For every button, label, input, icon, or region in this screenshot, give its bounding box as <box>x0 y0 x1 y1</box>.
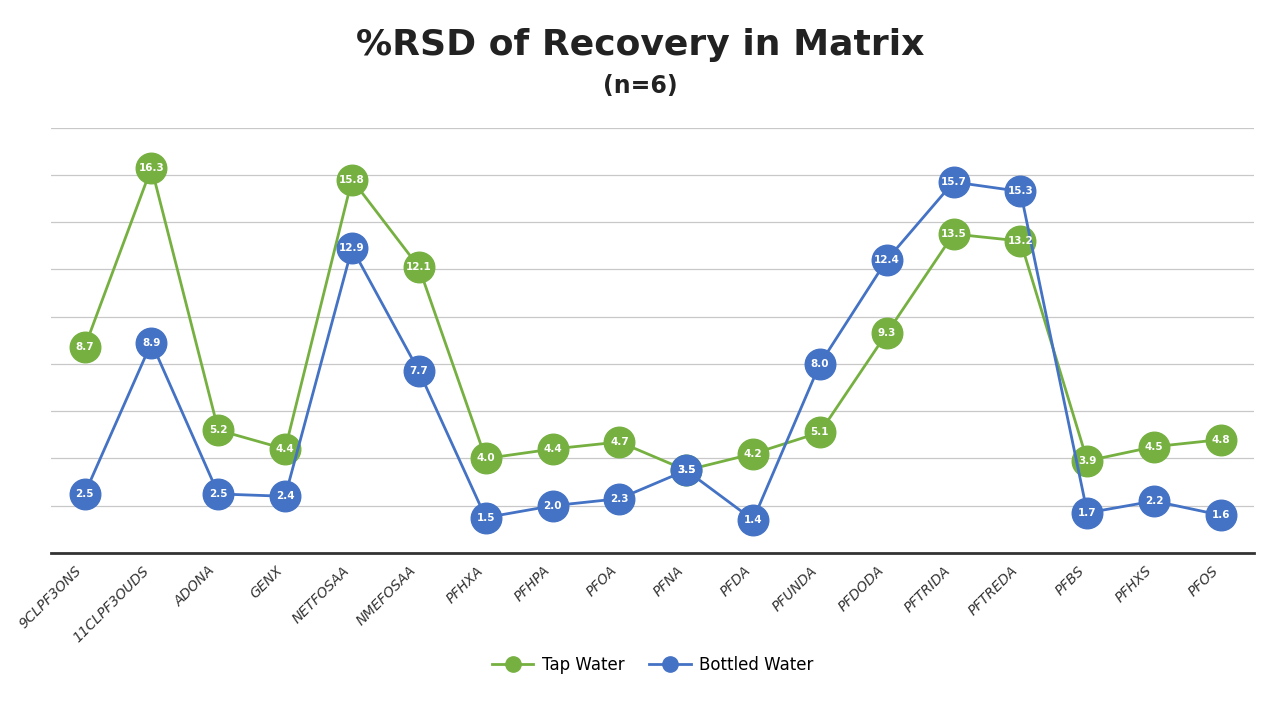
Text: 5.2: 5.2 <box>209 425 228 435</box>
Text: 13.2: 13.2 <box>1007 236 1033 246</box>
Text: 15.8: 15.8 <box>339 174 365 184</box>
Text: 4.4: 4.4 <box>275 444 294 454</box>
Text: 2.4: 2.4 <box>276 491 294 501</box>
Text: 1.6: 1.6 <box>1212 510 1230 520</box>
Text: 2.2: 2.2 <box>1144 496 1164 506</box>
Text: 12.9: 12.9 <box>339 243 365 253</box>
Text: 3.9: 3.9 <box>1078 456 1097 466</box>
Text: 4.7: 4.7 <box>611 437 628 447</box>
Text: 1.4: 1.4 <box>744 515 763 525</box>
Text: 9.3: 9.3 <box>878 328 896 338</box>
Text: 4.0: 4.0 <box>476 454 495 464</box>
Text: 8.7: 8.7 <box>76 342 93 352</box>
Text: 4.4: 4.4 <box>543 444 562 454</box>
Text: 5.1: 5.1 <box>810 428 829 437</box>
Text: %RSD of Recovery in Matrix: %RSD of Recovery in Matrix <box>356 28 924 62</box>
Text: 3.5: 3.5 <box>677 465 695 475</box>
Text: 3.5: 3.5 <box>677 465 695 475</box>
Legend: Tap Water, Bottled Water: Tap Water, Bottled Water <box>485 649 820 681</box>
Text: 2.3: 2.3 <box>611 493 628 503</box>
Text: 16.3: 16.3 <box>138 163 164 173</box>
Text: 1.7: 1.7 <box>1078 508 1097 518</box>
Text: 4.5: 4.5 <box>1144 442 1164 452</box>
Text: 4.2: 4.2 <box>744 449 763 459</box>
Text: 7.7: 7.7 <box>410 366 429 376</box>
Text: 13.5: 13.5 <box>941 229 966 239</box>
Text: 8.0: 8.0 <box>810 359 829 369</box>
Text: 4.8: 4.8 <box>1212 435 1230 445</box>
Text: 2.5: 2.5 <box>76 489 93 499</box>
Text: 2.5: 2.5 <box>209 489 228 499</box>
Text: 1.5: 1.5 <box>476 513 495 523</box>
Text: 15.3: 15.3 <box>1007 186 1033 196</box>
Text: 2.0: 2.0 <box>543 501 562 510</box>
Text: 12.4: 12.4 <box>874 255 900 265</box>
Text: 12.1: 12.1 <box>406 262 431 272</box>
Text: 15.7: 15.7 <box>941 177 966 187</box>
Text: 8.9: 8.9 <box>142 337 161 347</box>
Text: (n=6): (n=6) <box>603 74 677 99</box>
